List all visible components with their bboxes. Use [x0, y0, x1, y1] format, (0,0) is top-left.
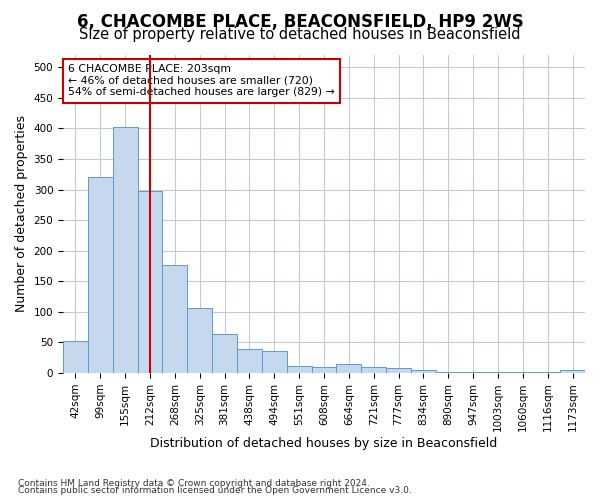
Bar: [535, 372, 560, 373]
Bar: [262, 351, 287, 373]
Bar: [163, 266, 187, 373]
Bar: [511, 372, 535, 373]
Bar: [311, 367, 337, 373]
X-axis label: Distribution of detached houses by size in Beaconsfield: Distribution of detached houses by size …: [151, 437, 497, 450]
Bar: [485, 372, 511, 373]
Bar: [88, 178, 113, 373]
Text: Contains HM Land Registry data © Crown copyright and database right 2024.: Contains HM Land Registry data © Crown c…: [18, 478, 370, 488]
Bar: [237, 349, 262, 373]
Text: Contains public sector information licensed under the Open Government Licence v3: Contains public sector information licen…: [18, 486, 412, 495]
Bar: [187, 308, 212, 373]
Text: 6 CHACOMBE PLACE: 203sqm
← 46% of detached houses are smaller (720)
54% of semi-: 6 CHACOMBE PLACE: 203sqm ← 46% of detach…: [68, 64, 335, 98]
Text: Size of property relative to detached houses in Beaconsfield: Size of property relative to detached ho…: [79, 28, 521, 42]
Bar: [560, 370, 585, 373]
Bar: [386, 368, 411, 373]
Bar: [137, 192, 163, 373]
Bar: [411, 370, 436, 373]
Y-axis label: Number of detached properties: Number of detached properties: [15, 116, 28, 312]
Bar: [361, 367, 386, 373]
Bar: [63, 340, 88, 373]
Bar: [113, 126, 137, 373]
Bar: [287, 366, 311, 373]
Text: 6, CHACOMBE PLACE, BEACONSFIELD, HP9 2WS: 6, CHACOMBE PLACE, BEACONSFIELD, HP9 2WS: [77, 12, 523, 30]
Bar: [337, 364, 361, 373]
Bar: [212, 334, 237, 373]
Bar: [461, 372, 485, 373]
Bar: [436, 372, 461, 373]
